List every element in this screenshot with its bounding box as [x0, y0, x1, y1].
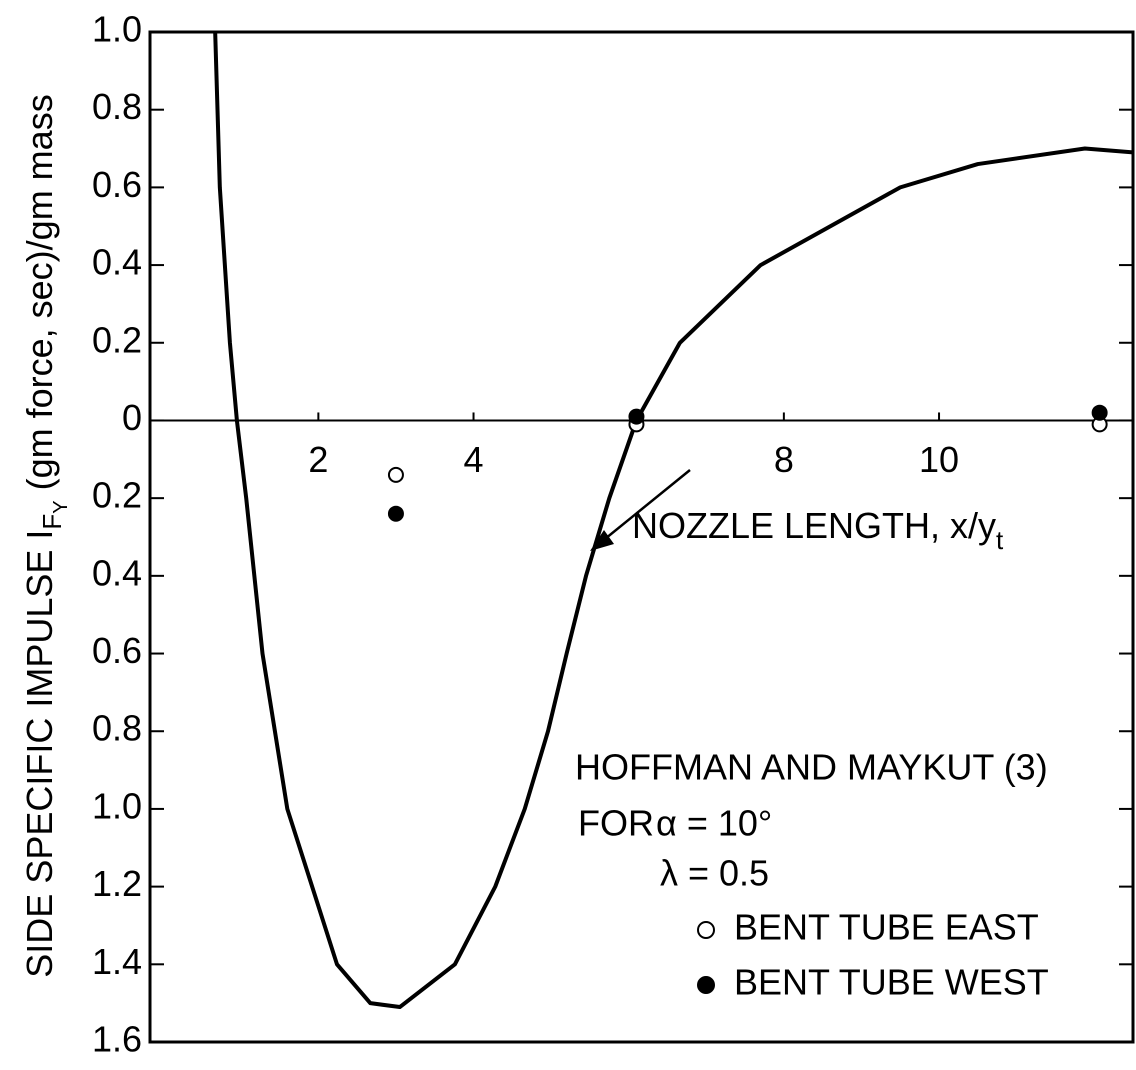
- y-label-sub: F: [37, 514, 67, 530]
- x-tick-label: 8: [774, 439, 794, 480]
- y-tick-label: 0.4: [92, 552, 142, 593]
- y-tick-label: 0.8: [92, 708, 142, 749]
- y-tick-label: 0.8: [92, 86, 142, 127]
- y-tick-label: 1.2: [92, 863, 142, 904]
- y-tick-label: 0: [122, 397, 142, 438]
- x-tick-label: 2: [308, 439, 328, 480]
- y-tick-label: 1.4: [92, 941, 142, 982]
- legend-label: BENT TUBE WEST: [734, 962, 1049, 1003]
- curve: [213, 32, 1133, 1010]
- x-label-sub: t: [996, 525, 1004, 555]
- data-point: [387, 505, 404, 522]
- annotation: α = 10°: [656, 803, 772, 844]
- y-tick-label: 0.6: [92, 630, 142, 671]
- annotation: FOR: [578, 803, 654, 844]
- y-tick-label: 0.6: [92, 164, 142, 205]
- data-point: [387, 466, 404, 483]
- y-label-subsub: Y: [50, 500, 72, 513]
- y-tick-label: 1.6: [92, 1019, 142, 1060]
- x-axis-label: NOZZLE LENGTH, x/yt: [632, 505, 1004, 555]
- legend-marker: [697, 921, 715, 939]
- legend-marker: [697, 976, 715, 994]
- annotation: λ = 0.5: [660, 853, 769, 894]
- y-tick-label: 0.2: [92, 475, 142, 516]
- data-point: [1091, 404, 1108, 421]
- arrow: [599, 469, 691, 544]
- y-label-rest: (gm force, sec)/gm mass: [19, 94, 60, 500]
- y-axis-label: SIDE SPECIFIC IMPULSE IFY (gm force, sec…: [19, 94, 73, 977]
- y-tick-label: 1.0: [92, 9, 142, 50]
- x-tick-label: 10: [919, 439, 959, 480]
- legend-label: BENT TUBE EAST: [734, 907, 1039, 948]
- y-tick-label: 0.2: [92, 319, 142, 360]
- y-tick-label: 0.4: [92, 242, 142, 283]
- y-label-main: SIDE SPECIFIC IMPULSE I: [19, 530, 60, 978]
- annotation: HOFFMAN AND MAYKUT (3): [575, 747, 1048, 788]
- data-point: [628, 408, 645, 425]
- x-tick-label: 4: [464, 439, 484, 480]
- y-tick-label: 1.0: [92, 785, 142, 826]
- x-label-main: NOZZLE LENGTH, x/y: [632, 505, 996, 546]
- plot-frame: [148, 30, 1135, 1044]
